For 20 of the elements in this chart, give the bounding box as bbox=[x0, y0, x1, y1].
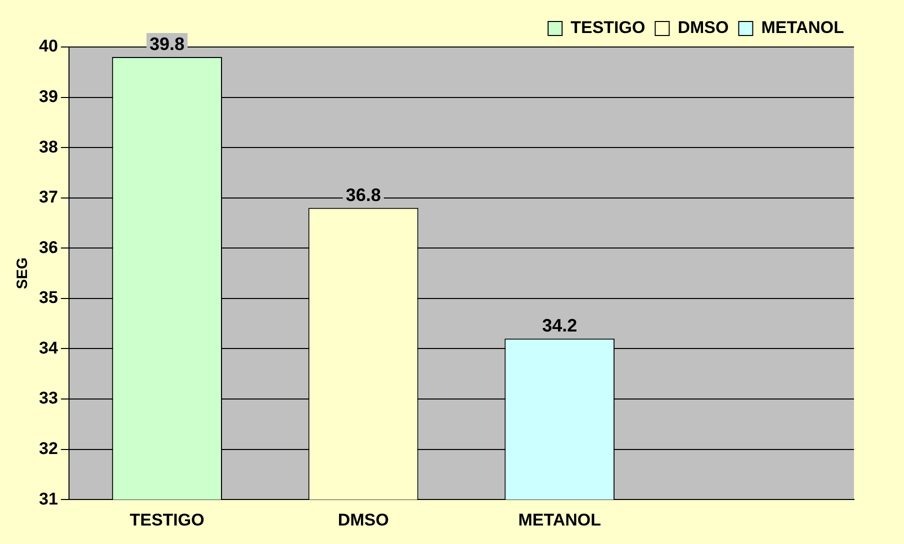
y-tick-label: 40 bbox=[38, 36, 58, 56]
x-tick-label: DMSO bbox=[338, 510, 389, 530]
y-tick-label: 39 bbox=[38, 86, 58, 106]
x-tick-label: TESTIGO bbox=[130, 510, 204, 530]
y-tick-label: 34 bbox=[38, 338, 58, 358]
y-tick-label: 38 bbox=[38, 137, 58, 156]
y-axis-title: SEG bbox=[14, 257, 32, 290]
legend-label: METANOL bbox=[761, 18, 844, 38]
data-label: 36.8 bbox=[346, 184, 381, 205]
legend-label: DMSO bbox=[678, 18, 729, 38]
y-tick-label: 32 bbox=[38, 439, 58, 458]
data-label: 39.8 bbox=[150, 34, 185, 54]
y-tick-label: 33 bbox=[38, 388, 58, 408]
y-tick-label: 31 bbox=[38, 489, 58, 508]
x-tick-label: METANOL bbox=[518, 510, 601, 530]
y-tick-label: 36 bbox=[38, 238, 58, 257]
data-label: 34.2 bbox=[542, 316, 578, 336]
y-tick-label: 35 bbox=[38, 288, 58, 308]
legend-label: TESTIGO bbox=[570, 18, 646, 38]
y-tick-label: 37 bbox=[38, 188, 58, 207]
